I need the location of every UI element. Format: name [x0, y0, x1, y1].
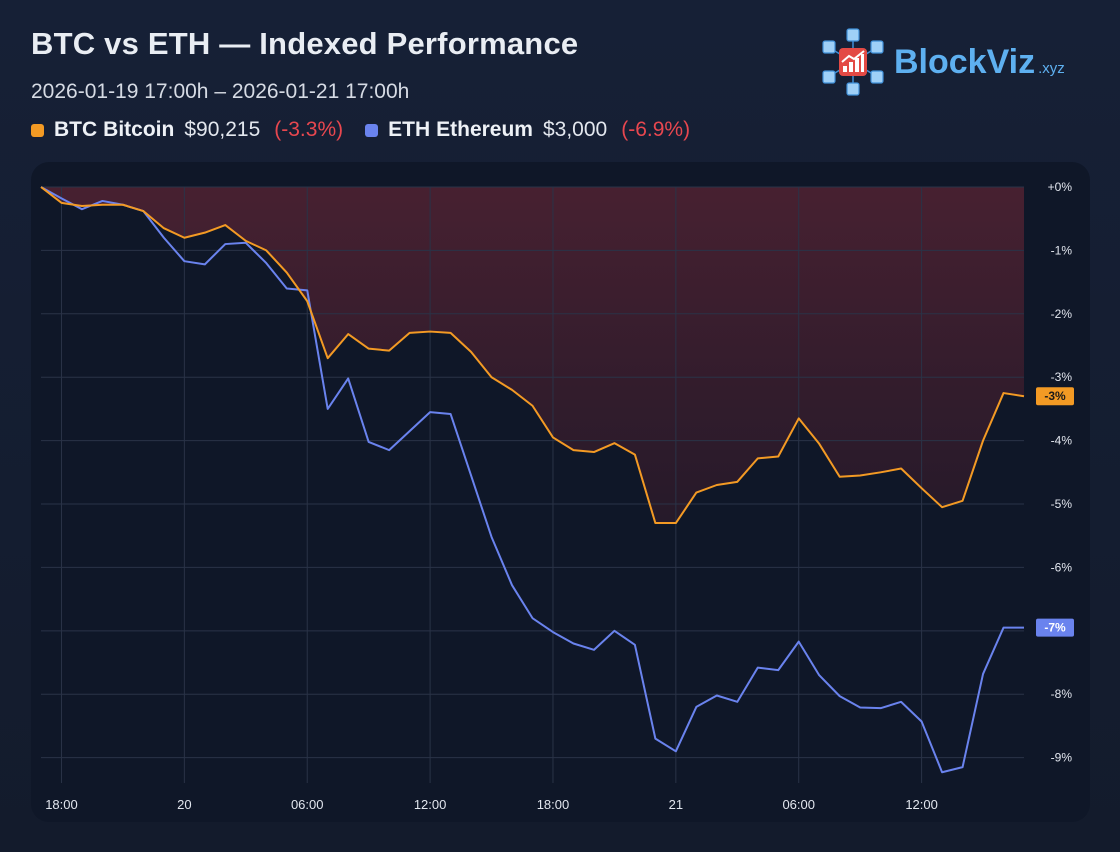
performance-chart[interactable]: +0% -1% -2% -3% -4% -5% -6% -7% -8% -9% 18:00 20 06:… — [31, 162, 1090, 822]
y-tick-label: -2% — [1051, 307, 1073, 321]
y-tick-label: -5% — [1051, 497, 1073, 511]
chart-panel: +0% -1% -2% -3% -4% -5% -6% -7% -8% -9% 18:00 20 06:… — [31, 162, 1090, 822]
end-value-label-btc: -3% — [1044, 389, 1066, 403]
y-tick-label: -1% — [1051, 243, 1073, 257]
legend: BTC Bitcoin $90,215 (-3.3%) ETH Ethereum… — [31, 118, 712, 142]
y-tick-label: -6% — [1051, 560, 1073, 574]
x-tick-label: 18:00 — [45, 797, 78, 812]
blockchain-cubes-icon — [822, 28, 884, 96]
y-tick-label: +0% — [1048, 180, 1073, 194]
x-tick-label: 18:00 — [537, 797, 570, 812]
y-tick-label: -8% — [1051, 687, 1073, 701]
legend-item-eth[interactable]: ETH Ethereum $3,000 (-6.9%) — [365, 118, 690, 142]
legend-price: $90,215 — [184, 118, 261, 141]
y-tick-label: -4% — [1051, 434, 1073, 448]
legend-symbol: BTC — [54, 118, 98, 141]
brand-name: BlockViz .xyz — [894, 42, 1065, 81]
x-tick-label: 06:00 — [782, 797, 815, 812]
x-tick-label: 12:00 — [905, 797, 938, 812]
y-tick-label: -9% — [1051, 751, 1073, 765]
legend-symbol: ETH — [388, 118, 431, 141]
x-tick-label: 06:00 — [291, 797, 324, 812]
legend-item-btc[interactable]: BTC Bitcoin $90,215 (-3.3%) — [31, 118, 343, 142]
legend-name: Bitcoin — [103, 118, 175, 141]
legend-change: (-3.3%) — [274, 118, 344, 141]
brand-logo[interactable]: BlockViz .xyz — [820, 26, 1065, 98]
legend-name: Ethereum — [436, 118, 533, 141]
loss-area-fill — [41, 187, 1024, 524]
end-value-badge-eth — [1036, 618, 1074, 637]
end-value-label-eth: -7% — [1044, 621, 1066, 635]
y-tick-label: -3% — [1051, 370, 1073, 384]
legend-change: (-6.9%) — [621, 118, 691, 141]
end-value-badge-btc — [1036, 387, 1074, 406]
series-line-btc — [40, 186, 1025, 525]
legend-swatch-btc — [31, 123, 44, 137]
legend-price: $3,000 — [542, 118, 608, 141]
x-tick-label: 21 — [669, 797, 683, 812]
x-tick-label: 20 — [177, 797, 191, 812]
series-line-eth — [40, 186, 1024, 774]
date-range: 2026-01-19 17:00h – 2026-01-21 17:00h — [31, 80, 410, 103]
legend-swatch-eth — [365, 123, 379, 137]
brand-tld: .xyz — [1038, 59, 1065, 77]
page-title: BTC vs ETH — Indexed Performance — [31, 26, 579, 61]
x-tick-label: 12:00 — [414, 797, 447, 812]
